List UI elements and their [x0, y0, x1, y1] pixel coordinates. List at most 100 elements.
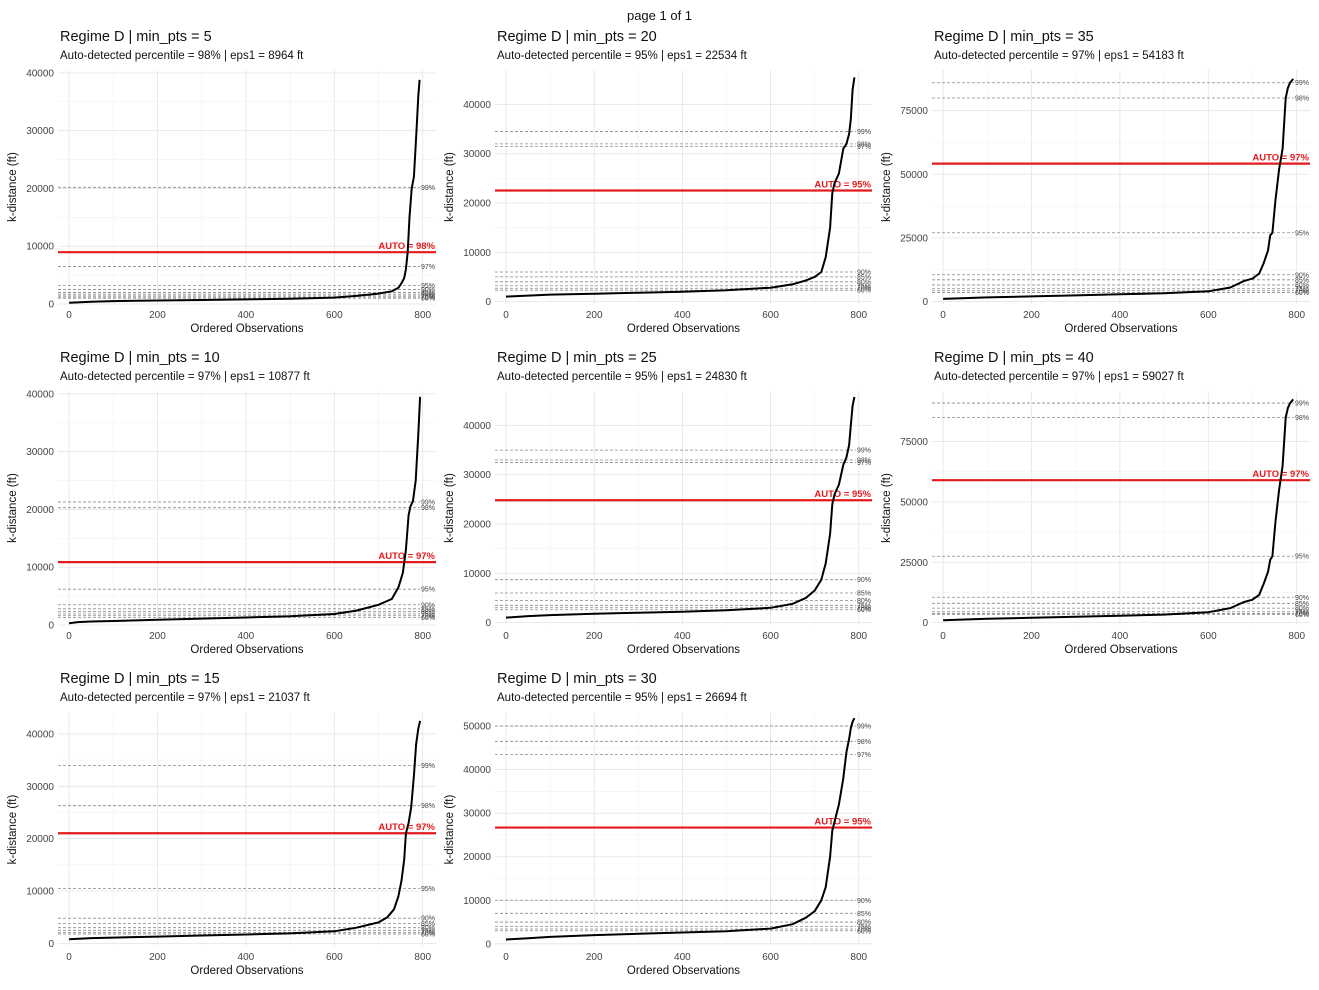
y-tick-label: 20000 — [26, 834, 54, 845]
x-tick-label: 200 — [149, 952, 166, 963]
x-tick-label: 400 — [674, 310, 691, 321]
x-axis-label: Ordered Observations — [627, 965, 740, 977]
y-tick-label: 40000 — [463, 421, 491, 432]
y-tick-label: 0 — [48, 939, 54, 950]
x-axis-label: Ordered Observations — [1064, 644, 1177, 656]
x-tick-label: 600 — [326, 952, 343, 963]
percentile-label: 70% — [857, 286, 871, 293]
auto-label: AUTO = 95% — [814, 489, 871, 500]
x-tick-label: 200 — [149, 310, 166, 321]
k-distance-curve — [505, 717, 856, 941]
percentile-label: 60% — [421, 296, 435, 303]
k-distance-curve — [943, 398, 1294, 622]
x-tick-label: 800 — [1288, 310, 1305, 321]
y-tick-label: 75000 — [900, 437, 928, 448]
percentile-label: 97% — [857, 144, 871, 151]
percentile-label: 98% — [421, 803, 435, 810]
x-tick-label: 0 — [503, 631, 509, 642]
y-tick-label: 10000 — [463, 569, 491, 580]
percentile-label: 95% — [421, 886, 435, 893]
percentile-label: 75% — [421, 928, 435, 935]
panel-subtitle: Auto-detected percentile = 98% | eps1 = … — [60, 50, 304, 62]
y-axis-label: k-distance (ft) — [444, 152, 456, 222]
percentile-label: 90% — [421, 602, 435, 609]
y-tick-label: 30000 — [26, 782, 54, 793]
percentile-label: 75% — [857, 603, 871, 610]
x-tick-label: 800 — [414, 952, 431, 963]
percentile-label: 75% — [857, 924, 871, 931]
percentile-label: 70% — [857, 927, 871, 934]
panel-title: Regime D | min_pts = 40 — [934, 350, 1094, 366]
y-tick-label: 25000 — [900, 233, 928, 244]
y-tick-label: 40000 — [463, 100, 491, 111]
panel-title: Regime D | min_pts = 25 — [497, 350, 657, 366]
percentile-label: 95% — [1295, 230, 1309, 237]
percentile-label: 99% — [1295, 80, 1309, 87]
percentile-label: 80% — [1295, 282, 1309, 289]
percentile-label: 70% — [1295, 611, 1309, 618]
percentile-label: 70% — [421, 295, 435, 302]
y-tick-label: 50000 — [463, 722, 491, 733]
page-label: page 1 of 1 — [626, 8, 693, 23]
percentile-label: 75% — [1295, 286, 1309, 293]
percentile-label: 95% — [421, 587, 435, 594]
panel-title: Regime D | min_pts = 20 — [497, 29, 657, 45]
x-tick-label: 0 — [66, 631, 72, 642]
panel-subtitle: Auto-detected percentile = 97% | eps1 = … — [934, 50, 1185, 62]
x-tick-label: 400 — [674, 631, 691, 642]
x-axis-label: Ordered Observations — [190, 965, 303, 977]
percentile-label: 80% — [857, 920, 871, 927]
x-tick-label: 400 — [674, 952, 691, 963]
percentile-label: 80% — [421, 292, 435, 299]
x-tick-label: 0 — [503, 310, 509, 321]
percentile-label: 99% — [421, 763, 435, 770]
k-distance-curve — [68, 396, 422, 625]
panel-title: Regime D | min_pts = 5 — [60, 29, 212, 45]
y-tick-label: 0 — [48, 300, 54, 311]
panel-8: Regime D | min_pts = 30 Auto-detected per… — [444, 671, 872, 977]
x-axis-label: Ordered Observations — [190, 323, 303, 335]
percentile-label: 98% — [857, 457, 871, 464]
y-axis-label: k-distance (ft) — [881, 152, 893, 222]
x-tick-label: 600 — [1200, 310, 1217, 321]
panel-subtitle: Auto-detected percentile = 97% | eps1 = … — [60, 692, 311, 704]
percentile-label: 85% — [421, 921, 435, 928]
panel-3: Regime D | min_pts = 35 Auto-detected per… — [881, 29, 1310, 335]
x-tick-label: 600 — [326, 631, 343, 642]
x-tick-label: 200 — [586, 310, 603, 321]
y-tick-label: 50000 — [900, 497, 928, 508]
auto-label: AUTO = 97% — [378, 551, 435, 562]
percentile-label: 90% — [1295, 595, 1309, 602]
x-tick-label: 600 — [1200, 631, 1217, 642]
y-tick-label: 40000 — [26, 68, 54, 79]
percentile-label: 98% — [857, 141, 871, 148]
x-tick-label: 600 — [762, 631, 779, 642]
x-tick-label: 200 — [586, 631, 603, 642]
x-tick-label: 400 — [238, 952, 255, 963]
x-tick-label: 600 — [326, 310, 343, 321]
panel-1: Regime D | min_pts = 5 Auto-detected perc… — [7, 29, 436, 335]
y-axis-label: k-distance (ft) — [7, 152, 19, 222]
x-tick-label: 200 — [1023, 310, 1040, 321]
x-tick-label: 400 — [238, 631, 255, 642]
percentile-label: 75% — [857, 283, 871, 290]
x-tick-label: 0 — [503, 952, 509, 963]
y-tick-label: 10000 — [26, 242, 54, 253]
x-axis-label: Ordered Observations — [627, 323, 740, 335]
percentile-label: 75% — [1295, 609, 1309, 616]
x-tick-label: 600 — [762, 952, 779, 963]
y-axis-label: k-distance (ft) — [444, 795, 456, 865]
panel-5: Regime D | min_pts = 25 Auto-detected per… — [444, 350, 872, 656]
percentile-label: 75% — [421, 612, 435, 619]
x-axis-label: Ordered Observations — [190, 644, 303, 656]
y-tick-label: 40000 — [26, 389, 54, 400]
percentile-label: 80% — [421, 609, 435, 616]
percentile-label: 60% — [1295, 612, 1309, 619]
percentile-label: 97% — [857, 460, 871, 467]
x-tick-label: 200 — [586, 952, 603, 963]
y-tick-label: 10000 — [26, 563, 54, 574]
percentile-label: 85% — [857, 590, 871, 597]
y-tick-label: 20000 — [26, 184, 54, 195]
x-axis-label: Ordered Observations — [1064, 323, 1177, 335]
percentile-label: 99% — [857, 129, 871, 136]
